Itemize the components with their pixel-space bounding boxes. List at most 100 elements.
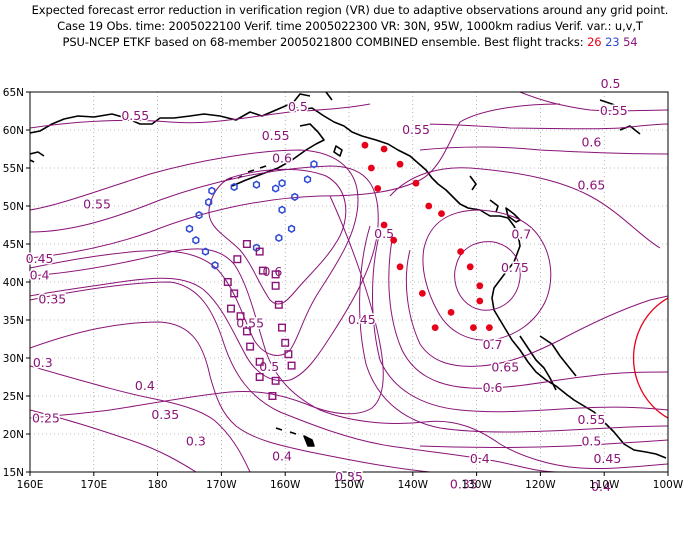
- track-23-point: [275, 233, 283, 243]
- track-26-point: [485, 324, 493, 331]
- contour-0.6-ne: [419, 146, 668, 155]
- track-54-point: [268, 392, 277, 401]
- lon-tick-label: 160E: [17, 479, 44, 491]
- contour-label: 0.45: [348, 312, 376, 327]
- contour-0.65-south: [405, 249, 668, 367]
- track-26-point: [431, 324, 439, 331]
- track-54-point: [233, 255, 242, 264]
- track-23-label: 23: [605, 35, 620, 49]
- contour-label: 0.35: [151, 407, 179, 422]
- contour-0.55-ne: [419, 123, 668, 130]
- lon-tick-label: 110W: [589, 479, 620, 491]
- contour-label: 0.5: [374, 226, 394, 241]
- track-54-point: [242, 327, 251, 336]
- contour-0.45-se: [419, 439, 668, 448]
- contour-label: 0.35: [335, 469, 363, 484]
- header-line-1: Expected forecast error reduction in ver…: [31, 3, 669, 17]
- contour-label: 0.55: [402, 122, 430, 137]
- lat-tick-label: 25N: [3, 391, 24, 403]
- contour-label: 0.6: [272, 151, 292, 166]
- contour-label: 0.3: [33, 355, 53, 370]
- contour-label: 0.55: [578, 412, 606, 427]
- contour-label: 0.75: [501, 260, 529, 275]
- lat-tick-label: 30N: [3, 353, 24, 365]
- track-26-point: [476, 297, 484, 305]
- track-23-point: [278, 179, 286, 188]
- contour-label: 0.4: [30, 268, 50, 283]
- lon-tick-label: 170E: [80, 479, 107, 491]
- contour-0.55-south: [372, 231, 668, 413]
- track-54-point: [287, 361, 296, 370]
- track-26-point: [447, 309, 455, 316]
- bering-coast: [291, 92, 333, 105]
- coastlines: [30, 92, 667, 459]
- baja-peninsula: [519, 335, 557, 391]
- track-54-point: [258, 266, 267, 275]
- contour-label: 0.65: [491, 360, 519, 375]
- track-54-point: [230, 289, 239, 298]
- track-23-point: [208, 186, 216, 195]
- track-23-point: [287, 224, 296, 233]
- contour-label: 0.55: [600, 103, 628, 118]
- figure-header: Expected forecast error reduction in ver…: [0, 0, 700, 66]
- lat-tick-label: 20N: [3, 429, 24, 441]
- contour-labels: 0.5 0.55 0.55 0.6 0.55 0.45 0.4 0.35 0.3 0.25 0.6 0…: [24, 75, 629, 496]
- kodiak-island: [333, 145, 343, 157]
- track-54-point: [271, 376, 280, 385]
- contour-label: 0.5: [601, 76, 621, 91]
- contour-label: 0.45: [593, 451, 621, 466]
- track-54-point: [255, 247, 264, 256]
- track-23-point: [291, 192, 299, 202]
- hudson-east: [599, 99, 641, 135]
- track-26-point: [367, 164, 375, 172]
- track-26-point: [396, 160, 404, 168]
- contour-label: 0.25: [32, 411, 60, 426]
- contour-0.35: [30, 281, 561, 472]
- track-54-point: [271, 281, 280, 290]
- contour-label: 0.4: [272, 449, 292, 464]
- track-54-label: 54: [623, 35, 638, 49]
- verification-region: [632, 297, 668, 419]
- lon-tick-label: 130W: [461, 479, 492, 491]
- header-line-3: PSU-NCEP ETKF based on 68-member 2005021…: [0, 35, 700, 49]
- contour-label: 0.3: [186, 433, 206, 448]
- track-54-point: [271, 270, 280, 279]
- track-26-point: [374, 185, 382, 192]
- contour-0.45-south: [30, 195, 384, 419]
- lat-tick-label: 65N: [3, 87, 24, 99]
- lat-lon-grid: [30, 92, 668, 472]
- track-23-point: [278, 205, 286, 214]
- track-23-point: [185, 224, 194, 233]
- track-54-point: [255, 373, 264, 382]
- track-26-point: [438, 210, 445, 218]
- track-26-point: [390, 236, 398, 244]
- track-54-point: [246, 342, 255, 351]
- lon-tick-label: 120W: [525, 479, 556, 491]
- lat-tick-label: 50N: [3, 201, 24, 213]
- track-54-point: [226, 304, 235, 313]
- contour-label: 0.55: [262, 128, 290, 143]
- track-26-point: [380, 145, 388, 153]
- track-26-point: [466, 263, 474, 271]
- lon-tick-label: 140W: [398, 479, 429, 491]
- verification-region-circle: [632, 297, 668, 419]
- lon-tick-label: 150W: [334, 479, 365, 491]
- lat-tick-label: 55N: [3, 163, 24, 175]
- contour-label: 0.5: [581, 433, 601, 448]
- lat-tick-label: 60N: [3, 125, 24, 137]
- kamchatka-tip: [30, 159, 35, 163]
- contour-label: 0.4: [470, 451, 490, 466]
- header-line-3-prefix: PSU-NCEP ETKF based on 68-member 2005021…: [62, 35, 588, 49]
- contour-0.7: [422, 209, 552, 341]
- header-line-2: Case 19 Obs. time: 2005022100 Verif. tim…: [57, 19, 643, 33]
- track-26-point: [425, 202, 433, 210]
- track-23-point: [230, 182, 238, 192]
- track-54-point: [278, 323, 287, 332]
- contour-label: 0.45: [26, 251, 54, 266]
- lat-tick-label: 35N: [3, 315, 24, 327]
- lat-tick-label: 45N: [3, 239, 24, 251]
- track-23-point: [192, 236, 200, 245]
- contour-label: 0.4: [135, 378, 155, 393]
- contour-label: 0.6: [483, 380, 503, 395]
- contour-0.5-ne: [519, 92, 668, 112]
